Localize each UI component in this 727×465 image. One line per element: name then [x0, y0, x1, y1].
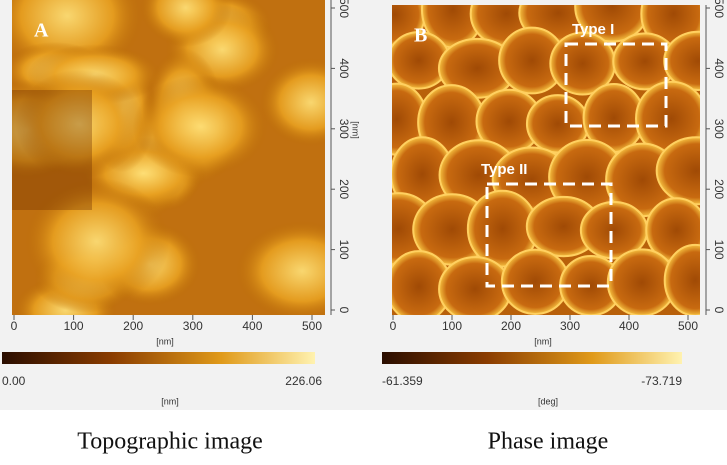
- afm-image: [0, 0, 369, 345]
- scale-max: -73.719: [641, 374, 682, 388]
- x-tick-label: 100: [64, 319, 84, 333]
- y-tick-label: 300: [337, 119, 351, 139]
- colorbar: [382, 352, 682, 364]
- x-tick-label: 400: [242, 319, 262, 333]
- y-tick-label: 0: [712, 307, 726, 314]
- bump: [133, 75, 269, 177]
- y-tick-label: 100: [337, 240, 351, 260]
- y-tick-label: 200: [712, 179, 726, 199]
- x-tick-label: 0: [390, 319, 397, 333]
- y-tick-label: 0: [337, 307, 351, 314]
- box-label: Type I: [572, 21, 614, 38]
- x-tick-label: 200: [123, 319, 143, 333]
- scale-unit: [nm]: [161, 396, 179, 406]
- scale-max: 226.06: [285, 374, 322, 388]
- x-tick-label: 300: [183, 319, 203, 333]
- scale-min: 0.00: [2, 374, 26, 388]
- x-tick-label: 100: [442, 319, 462, 333]
- x-tick-label: 500: [302, 319, 322, 333]
- panel-label: A: [34, 20, 49, 42]
- shade: [12, 90, 92, 210]
- x-tick-label: 400: [619, 319, 639, 333]
- afm-image: [361, 0, 727, 322]
- colorbar: [2, 352, 315, 364]
- y-tick-label: 300: [712, 119, 726, 139]
- x-unit: [nm]: [156, 336, 174, 346]
- scale-min: -61.359: [382, 374, 423, 388]
- panel-label: B: [414, 25, 427, 47]
- x-tick-label: 300: [560, 319, 580, 333]
- y-unit: [nm]: [351, 121, 361, 139]
- y-tick-label: 400: [712, 58, 726, 78]
- caption: Phase image: [488, 429, 609, 455]
- scale-unit: [deg]: [538, 396, 558, 406]
- y-tick-label: 500: [337, 0, 351, 18]
- caption: Topographic image: [77, 429, 263, 455]
- box-label: Type II: [481, 161, 527, 178]
- x-unit: [nm]: [534, 336, 552, 346]
- cell: [502, 250, 569, 314]
- y-tick-label: 100: [712, 240, 726, 260]
- y-tick-label: 200: [337, 179, 351, 199]
- figure: A 0 100 200 300 400 500 [nm] 0 100 200 300 400 500 [nm…: [0, 0, 727, 465]
- x-tick-label: 500: [678, 319, 698, 333]
- cell: [439, 257, 511, 321]
- y-tick-label: 500: [712, 0, 726, 18]
- y-tick-label: 400: [337, 58, 351, 78]
- x-tick-label: 0: [11, 319, 18, 333]
- x-tick-label: 200: [501, 319, 521, 333]
